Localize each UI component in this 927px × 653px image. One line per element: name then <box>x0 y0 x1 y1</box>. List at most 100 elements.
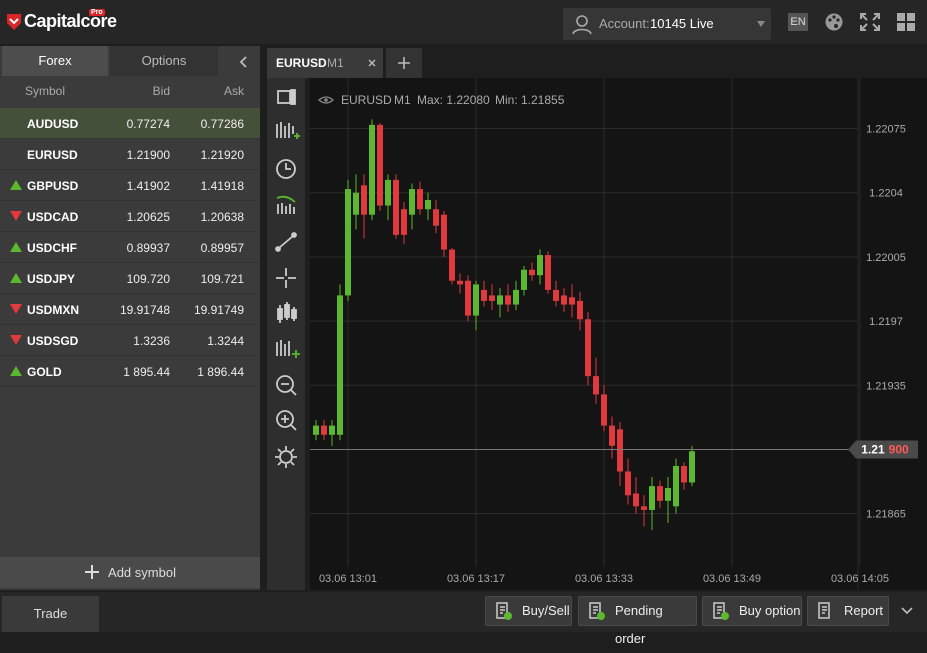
button-icon-badge <box>504 612 512 620</box>
new-tab-button[interactable] <box>386 48 422 78</box>
trend-arrow <box>10 304 22 314</box>
trend-arrow-shape <box>10 211 22 221</box>
candle-body <box>393 179 399 235</box>
grid <box>310 78 861 566</box>
ask: 1 896.44 <box>197 365 244 379</box>
top-bar: Capitalcore Pro Account: 10145 Live EN <box>0 0 927 44</box>
trend-arrow <box>10 273 22 283</box>
chart-tab[interactable]: EURUSD M1 <box>267 48 383 78</box>
language-button[interactable]: EN <box>788 13 808 31</box>
timeframe-tool[interactable] <box>276 159 296 179</box>
action-button[interactable]: Pending order <box>578 596 697 646</box>
bid: 1 895.44 <box>123 365 170 379</box>
candle-body <box>465 280 471 316</box>
column-header: Symbol <box>25 84 66 98</box>
logo-badge: Pro <box>89 9 105 16</box>
chart-type-tool[interactable] <box>277 89 296 105</box>
candle-body <box>417 189 423 210</box>
symbol: AUDUSD <box>27 117 79 131</box>
crosshair-tool[interactable] <box>276 268 296 288</box>
y-tick-label: 1.2197 <box>869 316 903 328</box>
bottom-bar: Trade Buy/Sell Pending order Buy option Rep… <box>0 592 927 646</box>
collapse-icon[interactable] <box>239 56 249 68</box>
candle-body <box>553 289 559 301</box>
plus-icon <box>85 565 100 579</box>
action-button[interactable]: Buy/Sell <box>485 596 572 626</box>
candle-body <box>537 255 543 276</box>
logo: Capitalcore <box>24 11 117 31</box>
ask: 0.77286 <box>200 117 244 131</box>
tab-forex[interactable]: Forex <box>2 46 108 76</box>
symbol: EURUSD <box>27 148 78 162</box>
button-icon <box>589 602 605 620</box>
button-icon-shape <box>818 602 830 619</box>
action-button[interactable]: Report <box>807 596 889 626</box>
ask: 1.21920 <box>200 148 244 162</box>
symbol-row[interactable]: USDSGD 1.3236 1.3244 <box>0 325 260 356</box>
account-value: 10145 Live <box>650 16 714 31</box>
candle-body <box>409 189 415 215</box>
symbol-row[interactable]: GBPUSD 1.41902 1.41918 <box>0 170 260 201</box>
candle-body <box>625 471 631 496</box>
action-button[interactable]: Buy option <box>702 596 802 626</box>
symbol-row[interactable]: USDMXN 19.91748 19.91749 <box>0 294 260 325</box>
candles-tool[interactable] <box>277 302 297 323</box>
trend-arrow <box>10 335 22 345</box>
symbol-row[interactable]: USDCAD 1.20625 1.20638 <box>0 201 260 232</box>
trend-arrow-shape <box>10 242 22 252</box>
add-symbol-button[interactable]: Add symbol <box>0 557 260 588</box>
candle-body <box>561 295 567 305</box>
ask: 0.89957 <box>200 241 244 255</box>
expand-icon[interactable] <box>901 607 913 615</box>
bid: 1.20625 <box>126 210 170 224</box>
symbol-row[interactable]: USDJPY 109.720 109.721 <box>0 263 260 294</box>
candle-body <box>505 295 511 305</box>
symbol-row[interactable]: EURUSD 1.21900 1.21920 <box>0 139 260 170</box>
settings-tool[interactable] <box>275 446 297 468</box>
candle-body <box>345 189 351 296</box>
candle-body <box>673 465 679 507</box>
overlay-tool[interactable] <box>276 195 296 214</box>
candle-body <box>433 209 439 226</box>
trend-arrow-shape <box>10 304 22 314</box>
candle-body <box>529 269 535 276</box>
current-price-label: 1.21 900 <box>861 442 909 456</box>
tab-options[interactable]: Options <box>110 46 218 76</box>
dropdown-arrow <box>757 21 765 27</box>
trendline-tool[interactable] <box>275 232 297 252</box>
indicators-tool[interactable] <box>276 122 300 139</box>
candle-body <box>657 486 663 501</box>
x-tick-label: 03.06 14:05 <box>831 573 889 585</box>
ask: 1.3244 <box>207 334 244 348</box>
account-select[interactable]: Account: 10145 Live <box>563 8 771 40</box>
symbol: USDJPY <box>27 272 76 286</box>
candle-body <box>665 487 671 501</box>
symbol: USDSGD <box>27 334 79 348</box>
close-icon[interactable] <box>368 59 376 67</box>
chart-info: EURUSD M1 Max: 1.22080 Min: 1.21855 <box>318 93 565 107</box>
trade-tab[interactable]: Trade <box>2 596 99 632</box>
eye-icon[interactable] <box>318 96 334 104</box>
layout-icon[interactable] <box>896 12 916 32</box>
account-label: Account: <box>599 16 650 31</box>
button-label: Report <box>844 603 884 618</box>
symbol-row[interactable]: AUDUSD 0.77274 0.77286 <box>0 108 260 139</box>
tab-timeframe: M1 <box>327 56 344 70</box>
zoom-out-tool[interactable] <box>276 375 297 396</box>
symbol-row[interactable]: USDCHF 0.89937 0.89957 <box>0 232 260 263</box>
candle-body <box>489 295 495 301</box>
fullscreen-icon[interactable] <box>860 13 880 31</box>
trend-arrow-shape <box>10 335 22 345</box>
zoom-in-tool[interactable] <box>276 410 297 431</box>
candle-body <box>401 209 407 235</box>
symbol-row[interactable]: GOLD 1 895.44 1 896.44 <box>0 356 260 387</box>
candle-body <box>449 249 455 281</box>
candle-body <box>457 280 463 285</box>
add-indicator-tool[interactable] <box>276 340 300 358</box>
tab-symbol: EURUSD <box>276 56 327 70</box>
chart-max: Max: 1.22080 <box>417 93 490 107</box>
theme-icon[interactable] <box>823 12 845 32</box>
ask: 1.20638 <box>200 210 244 224</box>
button-label: Pending order <box>615 603 663 646</box>
